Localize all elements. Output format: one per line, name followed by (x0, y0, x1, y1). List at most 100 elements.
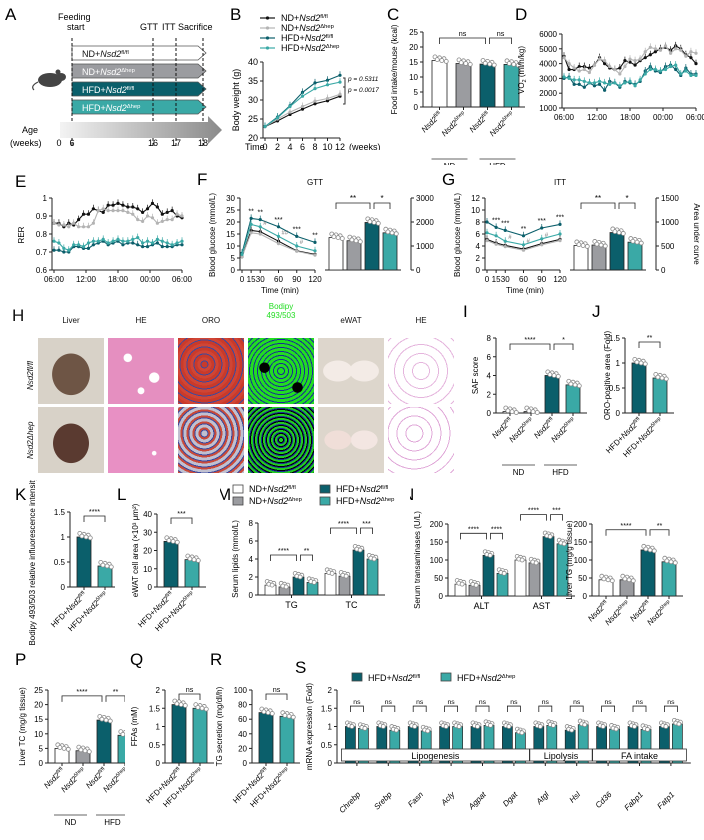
series-point (679, 72, 683, 76)
x-tick-label: 2 (275, 142, 280, 150)
significance-label: ns (186, 685, 194, 694)
series-point (106, 241, 110, 245)
series-point (121, 209, 125, 213)
y-tick-label: 1.5 (321, 704, 333, 713)
bar (338, 575, 351, 596)
data-point (475, 724, 480, 729)
hash-label: # (300, 240, 304, 246)
bar (163, 540, 179, 588)
panel-r: R 0 20 40 60 80 100 TG secretion (mg/dl/h) HFD+N… (210, 640, 301, 835)
y-tick-label: 100 (234, 686, 248, 695)
x-tick-label: 8 (312, 142, 317, 150)
series-point (494, 242, 498, 246)
legend-label: HFD+Nsd2fl/fl (281, 33, 333, 43)
bar (479, 63, 496, 108)
data-point (561, 541, 567, 547)
y-axis-label: Blood glucose (mmol/L) (208, 193, 217, 277)
legend-swatch (232, 484, 244, 494)
series-point (86, 246, 91, 250)
significance-bracket (105, 695, 126, 702)
series-point (648, 67, 652, 72)
panel-label-l: L (117, 485, 126, 504)
series-point (150, 201, 155, 205)
series-point (577, 64, 581, 69)
panel-h: H Liver HE ORO Bodipy 493/503 eWAT HE Nsd2fl/fl… (0, 300, 454, 480)
y-tick-label: 3000 (539, 74, 557, 83)
data-point (362, 725, 368, 731)
series-point (111, 203, 115, 207)
significance-bracket (460, 532, 487, 540)
significance-label: *** (274, 217, 282, 224)
bar (591, 244, 607, 271)
series-point (567, 62, 571, 66)
significance-label: * (380, 194, 383, 203)
significance-bracket (373, 202, 391, 209)
series-point (62, 250, 66, 254)
panel-label-j: J (592, 302, 601, 321)
series-point (57, 241, 61, 245)
x-tick-label: Dgat (501, 790, 520, 809)
significance-label: *** (538, 218, 546, 225)
weeks-label: (weeks) (10, 138, 42, 148)
y-tick-label: 0 (414, 103, 419, 112)
data-point (380, 724, 386, 729)
group-timeline-label: ND+Nsd2fl/fl (82, 49, 129, 59)
bar (258, 712, 274, 764)
series-point (116, 237, 120, 241)
data-point (634, 239, 640, 245)
significance-label: ** (647, 333, 653, 342)
x-tick-label: 6 (300, 142, 305, 150)
data-point (645, 727, 650, 732)
series-point (674, 63, 678, 67)
series-point (503, 245, 507, 249)
series-point (638, 57, 642, 61)
y-tick-label: 20 (226, 218, 235, 227)
legend-swatch (319, 496, 331, 506)
chart-k: 0 0.5 1 1.5 Bodipy 493/503 relative influore… (28, 453, 119, 646)
group-label: ND (513, 468, 525, 475)
data-point (434, 57, 440, 62)
series-line (486, 238, 561, 250)
legend-label: HFD+Nsd2Δhep (336, 496, 394, 506)
significance-bracket (550, 514, 563, 521)
series-point (325, 96, 330, 101)
data-point (487, 61, 493, 67)
data-point (655, 374, 661, 380)
series-point (101, 207, 105, 211)
series-point (67, 225, 71, 229)
significance-label: **** (76, 687, 87, 696)
x-tick-label: ALT (474, 601, 490, 611)
group-label: ND (65, 818, 77, 827)
series-point (116, 201, 120, 205)
significance-bracket (178, 693, 201, 700)
data-point (103, 717, 109, 723)
micrograph-bodipy-493-503-row1 (248, 338, 314, 404)
series-point (338, 92, 342, 96)
series-point (141, 219, 145, 223)
series-point (608, 82, 612, 86)
series-point (170, 243, 174, 247)
bar (565, 384, 581, 414)
data-point (349, 724, 355, 729)
y-tick-label: 1.5 (149, 704, 161, 713)
legend-label: ND+Nsd2Δhep (249, 496, 302, 506)
series-point (618, 72, 622, 76)
data-point (195, 558, 201, 563)
micrograph-he-row2 (108, 407, 174, 473)
series-point (295, 249, 299, 253)
series-point (592, 81, 597, 85)
bar (496, 572, 509, 597)
panel-g: G ITT 0 2 4 6 8 10 12 0 15 30 60 90 120 Blood glucose (… (440, 145, 704, 300)
series-point (81, 245, 86, 249)
series-point (52, 248, 56, 252)
series-point (325, 99, 330, 103)
panel-label-a: A (5, 5, 17, 24)
y-tick-label: 10 (409, 73, 418, 82)
series-point (145, 207, 150, 211)
data-point (57, 745, 63, 750)
series-line (241, 232, 316, 257)
significance-label: ns (479, 699, 487, 706)
